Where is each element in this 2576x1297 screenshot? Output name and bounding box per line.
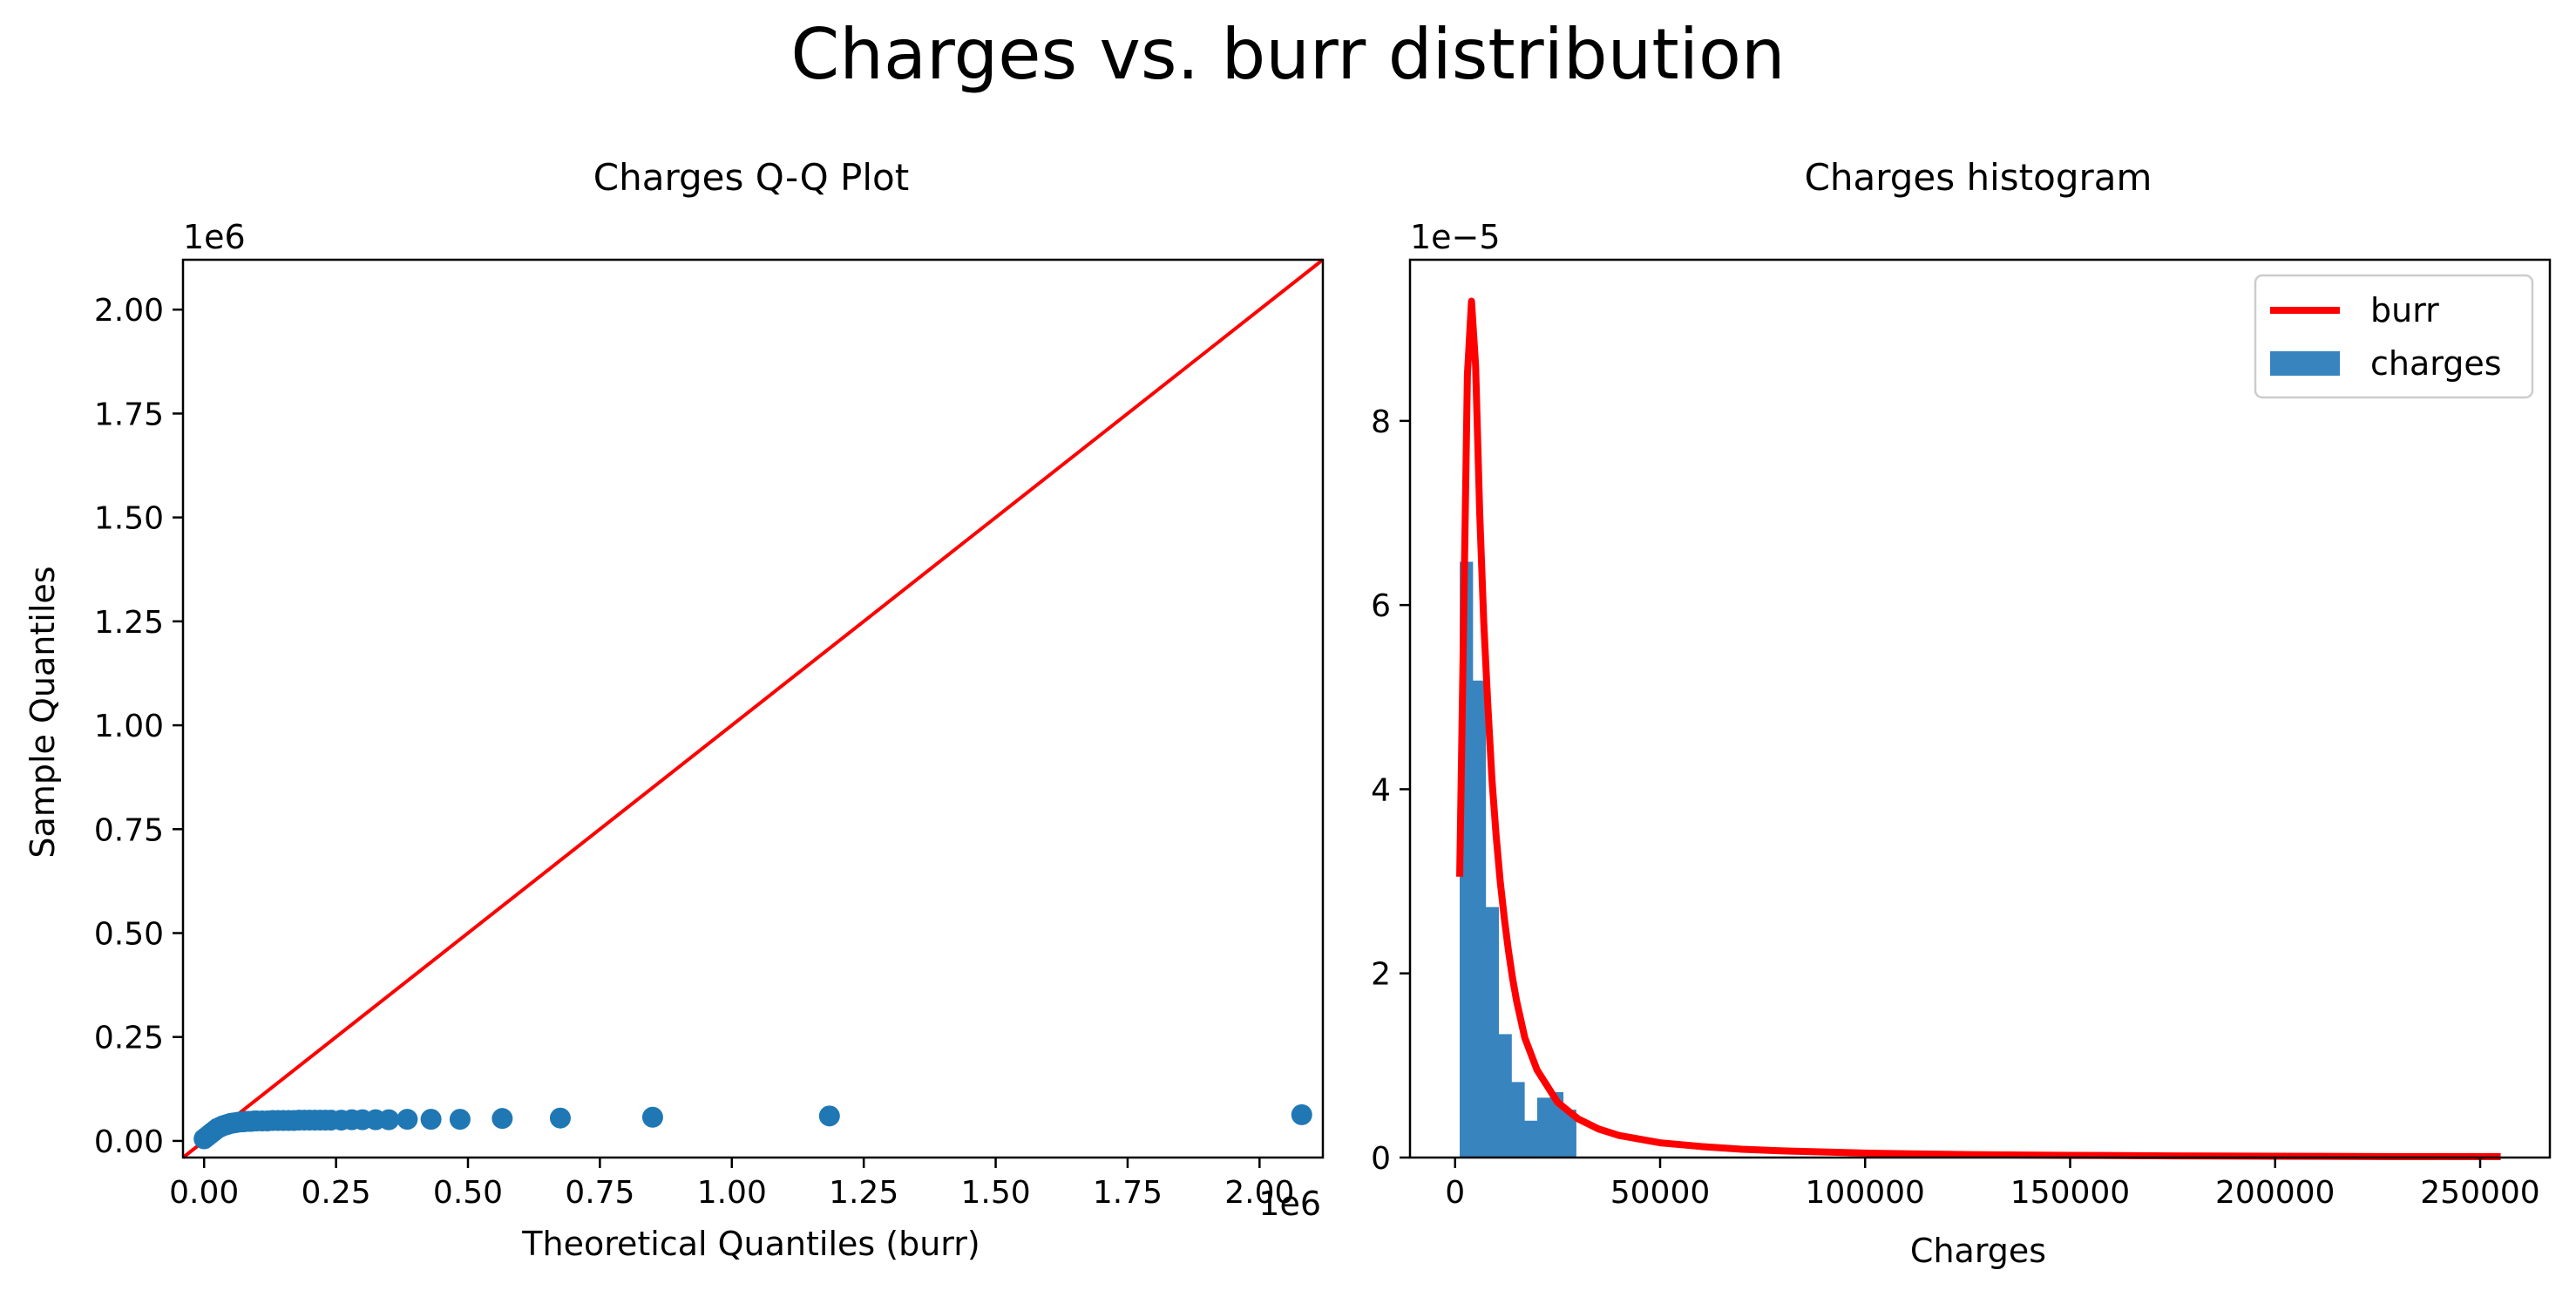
qq-x-tick-label: 0.00 (169, 1175, 239, 1211)
qq-x-tick-label: 0.25 (302, 1175, 371, 1211)
hist-x-tick-label: 250000 (2420, 1175, 2539, 1211)
qq-point (641, 1106, 663, 1128)
qq-y-tick-label: 1.75 (94, 397, 164, 432)
hist-y-tick-label: 8 (1371, 404, 1391, 440)
qq-x-ticks: 0.00 0.25 0.50 0.75 1.00 1.25 1.50 1.75 2.00 (169, 1158, 1294, 1211)
histogram-bar (1536, 1097, 1551, 1158)
qq-x-tick-label: 2.00 (1224, 1175, 1294, 1211)
qq-y-tick-label: 0.00 (94, 1124, 164, 1160)
histogram-panel: Charges histogram 1e−5 Charges 0 50000 100… (1371, 156, 2552, 1270)
qq-x-offset-label: 1e6 (1258, 1185, 1321, 1223)
hist-y-tick-label: 2 (1371, 957, 1391, 993)
legend-burr-label: burr (2370, 291, 2439, 329)
figure-suptitle: Charges vs. burr distribution (790, 14, 1785, 95)
qq-y-tick-label: 2.00 (94, 293, 164, 329)
qq-reference-line (181, 258, 1325, 1159)
qq-x-axis-label: Theoretical Quantiles (burr) (521, 1225, 980, 1263)
qq-axes-frame (181, 258, 1325, 1159)
hist-x-tick-label: 50000 (1610, 1175, 1711, 1211)
hist-y-tick-label: 0 (1371, 1141, 1391, 1177)
qq-x-tick-label: 1.75 (1093, 1175, 1163, 1211)
hist-x-ticks: 0 50000 100000 150000 200000 250000 (1445, 1158, 2540, 1211)
hist-x-tick-label: 100000 (1806, 1175, 1925, 1211)
histogram-bar (1485, 907, 1499, 1158)
qq-y-tick-label: 0.75 (94, 812, 164, 848)
hist-x-tick-label: 200000 (2215, 1175, 2335, 1211)
histogram-bar (1511, 1082, 1525, 1158)
qq-y-tick-label: 0.25 (94, 1021, 164, 1056)
qq-x-tick-label: 1.25 (829, 1175, 898, 1211)
hist-plot-area (1456, 297, 2501, 1161)
hist-y-offset-label: 1e−5 (1410, 218, 1501, 256)
histogram-bar (1524, 1120, 1538, 1158)
hist-y-ticks: 0 2 4 6 8 (1371, 404, 1410, 1177)
hist-x-tick-label: 150000 (2010, 1175, 2130, 1211)
hist-x-axis-label: Charges (1910, 1232, 2046, 1270)
legend-charges-label: charges (2370, 344, 2502, 383)
qq-x-tick-label: 1.00 (697, 1175, 767, 1211)
histogram-title: Charges histogram (1805, 156, 2152, 199)
qq-point (491, 1108, 513, 1130)
hist-y-tick-label: 4 (1371, 772, 1391, 808)
qq-plot-panel: Charges Q-Q Plot 1e6 1e6 Theoretical Qua… (24, 156, 1325, 1263)
qq-point (397, 1109, 418, 1131)
qq-point (378, 1109, 400, 1131)
qq-point (1291, 1103, 1312, 1125)
legend: burr charges (2254, 274, 2534, 399)
qq-point (818, 1105, 840, 1127)
histogram-bar (1498, 1034, 1512, 1158)
legend-charges-swatch (2270, 351, 2340, 376)
qq-x-tick-label: 1.50 (960, 1175, 1030, 1211)
qq-point (449, 1109, 471, 1131)
qq-y-tick-label: 1.50 (94, 501, 164, 537)
qq-plot-title: Charges Q-Q Plot (593, 156, 909, 199)
qq-y-ticks: 0.00 0.25 0.50 0.75 1.00 1.25 1.50 1.75 2.00 (94, 293, 183, 1160)
qq-plot-area (181, 258, 1325, 1159)
histogram-bar (1472, 680, 1487, 1158)
qq-y-tick-label: 0.50 (94, 917, 164, 953)
qq-x-tick-label: 0.75 (565, 1175, 634, 1211)
qq-x-tick-label: 0.50 (433, 1175, 503, 1211)
qq-point (549, 1107, 571, 1129)
qq-y-offset-label: 1e6 (183, 218, 246, 256)
burr-pdf-line (1456, 297, 2501, 1161)
histogram-bar (1563, 1110, 1576, 1158)
qq-point (420, 1109, 442, 1131)
qq-y-axis-label: Sample Quantiles (24, 566, 62, 858)
qq-y-tick-label: 1.25 (94, 605, 164, 641)
hist-axes-frame (1408, 258, 2552, 1159)
hist-y-tick-label: 6 (1371, 588, 1391, 624)
hist-x-tick-label: 0 (1445, 1175, 1465, 1211)
qq-y-tick-label: 1.00 (94, 709, 164, 744)
